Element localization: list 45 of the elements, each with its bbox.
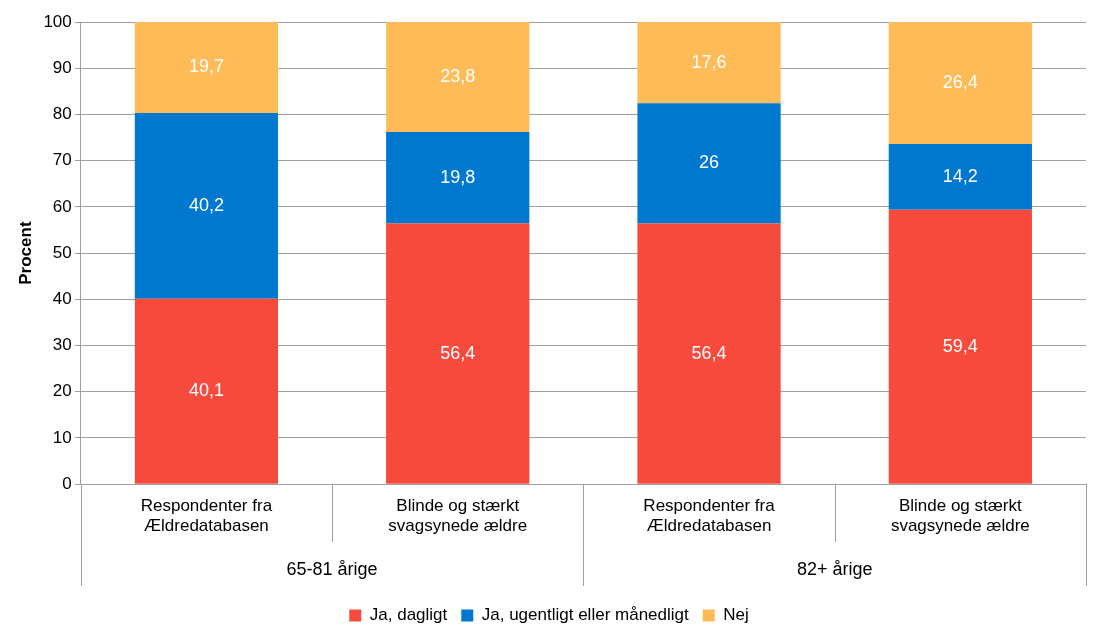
data-label: 19,7 [188, 56, 224, 77]
text: 65-81 årige [286, 559, 378, 580]
y-tick-label: 40 [52, 289, 72, 309]
y-tick-label: 20 [52, 381, 72, 401]
y-tick-label: 90 [52, 57, 72, 77]
y-tick-label: 60 [52, 196, 72, 216]
x-tick-label: Blinde og stærkt svagsynede ældre [388, 496, 528, 536]
data-label: 14,2 [942, 165, 978, 186]
data-label: 17,6 [691, 51, 727, 72]
data-label: 56,4 [691, 342, 727, 363]
data-label: 40,2 [188, 194, 224, 215]
y-tick-label: 70 [52, 150, 72, 170]
x-tick-label: Respondenter fra Ældredatabasen [140, 496, 273, 536]
bar [386, 22, 530, 132]
bar [134, 298, 279, 484]
legend-label: Ja, dagligt [369, 605, 448, 625]
y-tick-label: 80 [52, 104, 72, 124]
bar [888, 209, 1032, 484]
bar [637, 223, 781, 484]
bar [637, 22, 781, 104]
bar [386, 132, 530, 224]
y-tick-label: 100 [43, 11, 72, 31]
data-label: 40,1 [188, 380, 224, 401]
bar [637, 103, 781, 224]
legend-label: Nej [723, 605, 749, 625]
bar [888, 22, 1032, 145]
bar [888, 144, 1032, 210]
data-label: 19,8 [440, 166, 476, 187]
y-tick-label: 50 [52, 242, 72, 262]
bar [386, 223, 530, 484]
y-tick-label: 10 [52, 427, 72, 447]
x-tick-label: Respondenter fra Ældredatabasen [643, 496, 776, 536]
data-label: 26,4 [942, 71, 978, 92]
bar [134, 113, 279, 299]
data-label: 23,8 [440, 65, 476, 86]
data-label: 26 [699, 152, 720, 173]
y-tick-label: 30 [52, 335, 72, 355]
data-label: 56,4 [440, 342, 476, 363]
x-tick-label: Blinde og stærkt svagsynede ældre [890, 496, 1030, 536]
legend-label: Ja, ugentligt eller månedligt [481, 605, 689, 625]
text: 82+ årige [796, 559, 873, 580]
data-label: 59,4 [942, 335, 978, 356]
bar [134, 22, 279, 114]
y-tick-label: 0 [62, 473, 72, 493]
y-axis-title: Procent [15, 221, 35, 285]
